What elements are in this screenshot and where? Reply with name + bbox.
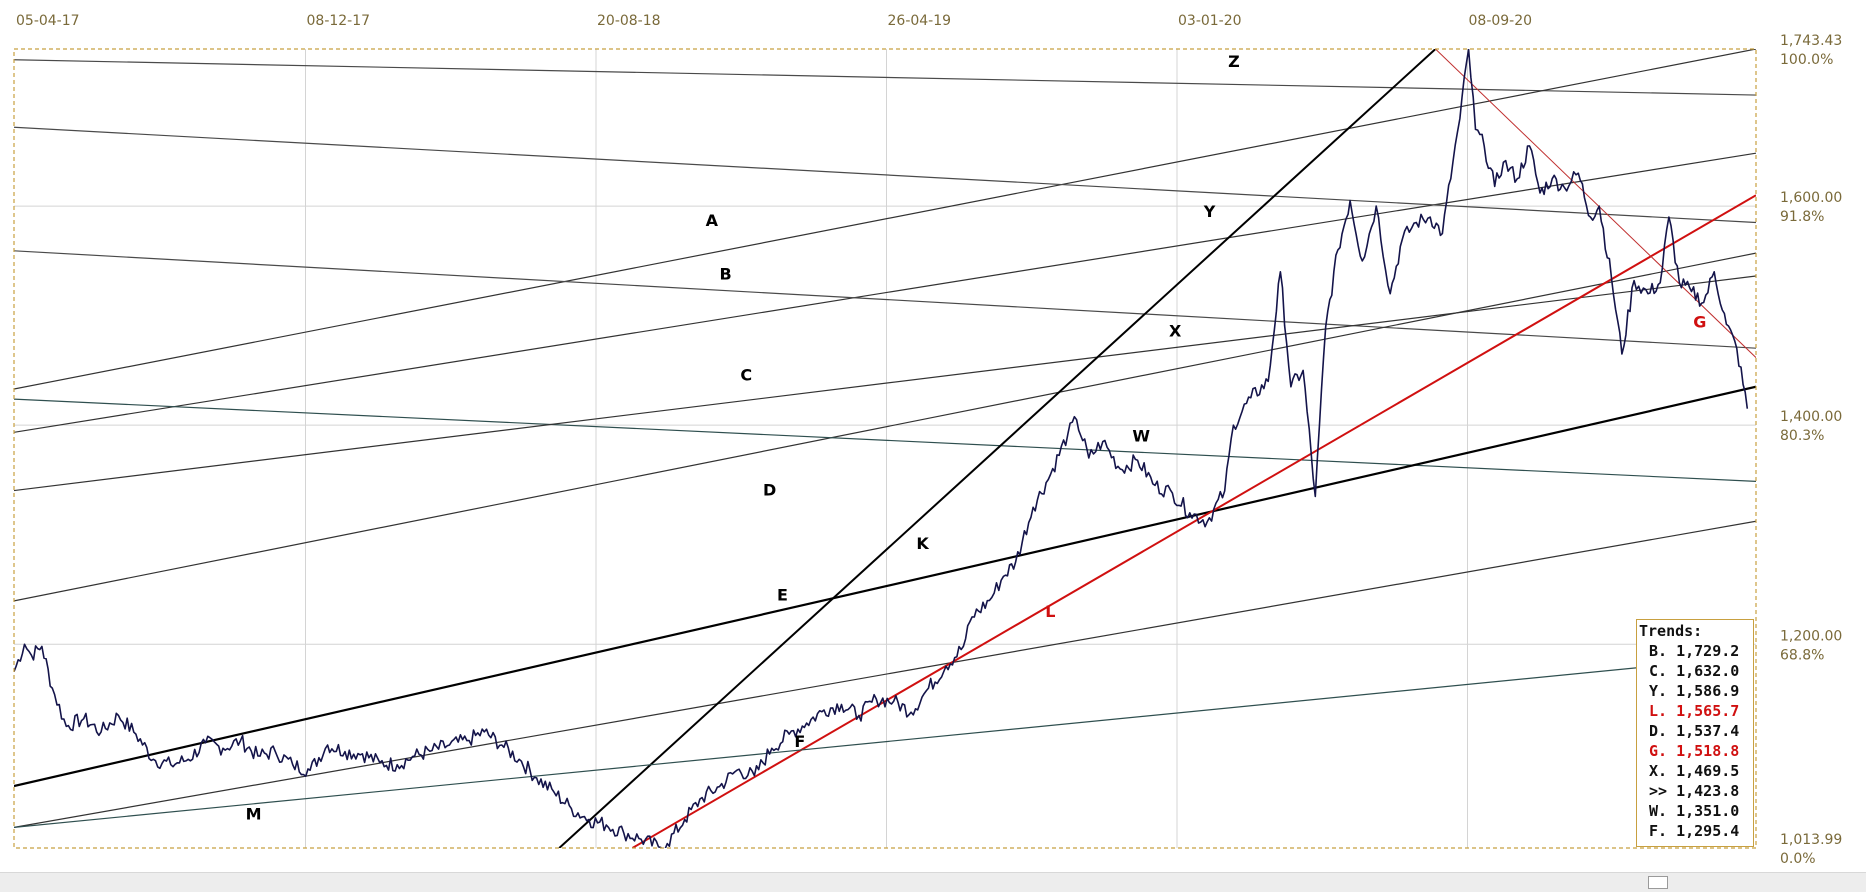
x-tick-label: 08-12-17 bbox=[307, 13, 371, 29]
price-chart: Z A B Y X C W D K E L F M G 05-04-17 08-12-17 20-08-18 2… bbox=[13, 13, 1842, 867]
trend-label-e: E bbox=[777, 585, 788, 604]
trend-line-w bbox=[14, 398, 1756, 482]
price-line bbox=[14, 49, 1749, 848]
trend-line-d bbox=[14, 275, 1756, 492]
trend-value-row: X. 1,469.5 bbox=[1649, 762, 1740, 780]
price-tick-label: 1,743.43 bbox=[1780, 33, 1842, 49]
trend-value-row: C. 1,632.0 bbox=[1649, 662, 1740, 680]
trend-label-y: Y bbox=[1203, 202, 1216, 221]
trend-line-k bbox=[558, 49, 1437, 848]
grid-lines bbox=[14, 49, 1756, 848]
price-tick-label: 1,013.99 bbox=[1780, 832, 1842, 848]
x-tick-label: 08-09-20 bbox=[1469, 13, 1533, 29]
percent-tick-label: 0.0% bbox=[1780, 851, 1816, 867]
price-tick-label: 1,600.00 bbox=[1780, 190, 1842, 206]
scrollbar-thumb[interactable] bbox=[1648, 876, 1668, 889]
trend-label-x: X bbox=[1169, 321, 1182, 340]
trend-line-z bbox=[14, 59, 1756, 96]
trend-label-c: C bbox=[740, 365, 752, 384]
trend-value-row: B. 1,729.2 bbox=[1649, 642, 1740, 660]
percent-tick-label: 80.3% bbox=[1780, 428, 1824, 444]
trend-line-y bbox=[14, 126, 1756, 224]
trends-legend: Trends: B. 1,729.2 C. 1,632.0 Y. 1,586.9 L.… bbox=[1636, 619, 1754, 847]
trend-line-b bbox=[14, 152, 1756, 433]
trend-label-f: F bbox=[794, 732, 805, 751]
trend-value-row: F. 1,295.4 bbox=[1649, 822, 1740, 840]
trend-value-row: D. 1,537.4 bbox=[1649, 722, 1740, 740]
plot-frame bbox=[13, 48, 1757, 849]
percent-tick-label: 100.0% bbox=[1780, 52, 1833, 68]
x-tick-label: 26-04-19 bbox=[888, 13, 952, 29]
trend-label-w: W bbox=[1132, 427, 1150, 446]
trend-label-m: M bbox=[246, 805, 262, 824]
trend-line-labels: Z A B Y X C W D K E L F M G bbox=[246, 52, 1707, 824]
price-tick-label: 1,400.00 bbox=[1780, 409, 1842, 425]
x-tick-label: 03-01-20 bbox=[1178, 13, 1242, 29]
trends-title: Trends: bbox=[1639, 622, 1703, 640]
trend-line-a bbox=[14, 49, 1756, 390]
trend-value-row: W. 1,351.0 bbox=[1649, 802, 1740, 820]
horizontal-scrollbar[interactable] bbox=[0, 872, 1866, 892]
trend-line-e bbox=[14, 385, 1756, 788]
x-tick-label: 05-04-17 bbox=[16, 13, 80, 29]
trend-line-l bbox=[631, 194, 1756, 848]
trend-line-c bbox=[14, 252, 1756, 602]
trend-label-a: A bbox=[706, 211, 719, 230]
trend-line-m bbox=[14, 666, 1642, 828]
trend-label-b: B bbox=[720, 264, 732, 283]
trend-value-row: >> 1,423.8 bbox=[1649, 782, 1740, 800]
trend-label-l: L bbox=[1045, 602, 1055, 621]
percent-tick-label: 91.8% bbox=[1780, 209, 1824, 225]
trend-value-row: Y. 1,586.9 bbox=[1649, 682, 1740, 700]
trend-label-z: Z bbox=[1228, 52, 1240, 71]
axis-labels: 05-04-17 08-12-17 20-08-18 26-04-19 03-01-20… bbox=[16, 13, 1842, 867]
price-tick-label: 1,200.00 bbox=[1780, 628, 1842, 644]
percent-tick-label: 68.8% bbox=[1780, 647, 1824, 663]
trend-label-d: D bbox=[763, 480, 776, 499]
trend-label-g: G bbox=[1693, 313, 1706, 332]
trend-line-f bbox=[14, 520, 1756, 828]
trend-lines bbox=[14, 49, 1756, 848]
trend-label-k: K bbox=[916, 534, 929, 553]
trend-line-x bbox=[14, 250, 1756, 349]
x-tick-label: 20-08-18 bbox=[597, 13, 661, 29]
trend-line-g bbox=[1435, 49, 1756, 358]
price-series bbox=[14, 49, 1749, 848]
trend-value-row: L. 1,565.7 bbox=[1649, 702, 1740, 720]
trend-value-row: G. 1,518.8 bbox=[1649, 742, 1740, 760]
